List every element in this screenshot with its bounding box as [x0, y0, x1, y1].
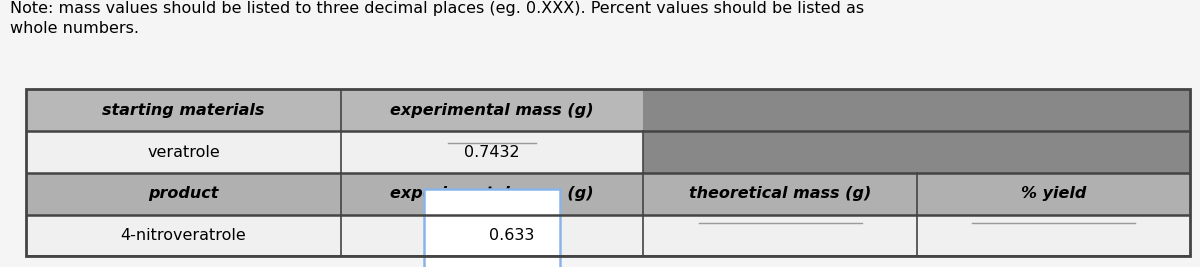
Bar	[425, 189, 559, 267]
Bar	[26, 215, 1190, 256]
Text: % yield: % yield	[1021, 186, 1086, 201]
Bar	[643, 131, 1190, 173]
Text: theoretical mass (g): theoretical mass (g)	[689, 186, 871, 201]
Bar	[643, 89, 1190, 131]
Text: experimental mass (g): experimental mass (g)	[390, 103, 594, 118]
Text: experimental mass (g): experimental mass (g)	[390, 186, 594, 201]
Text: 0.633: 0.633	[488, 228, 534, 243]
Text: 4-nitroveratrole: 4-nitroveratrole	[121, 228, 246, 243]
Text: 0.7432: 0.7432	[464, 144, 520, 159]
Bar	[26, 89, 1190, 131]
Bar	[26, 173, 1190, 215]
Text: Note: mass values should be listed to three decimal places (eg. 0.XXX). Percent : Note: mass values should be listed to th…	[10, 1, 864, 36]
Text: veratrole: veratrole	[148, 144, 220, 159]
Bar	[26, 131, 1190, 173]
Text: product: product	[149, 186, 218, 201]
Text: starting materials: starting materials	[102, 103, 265, 118]
